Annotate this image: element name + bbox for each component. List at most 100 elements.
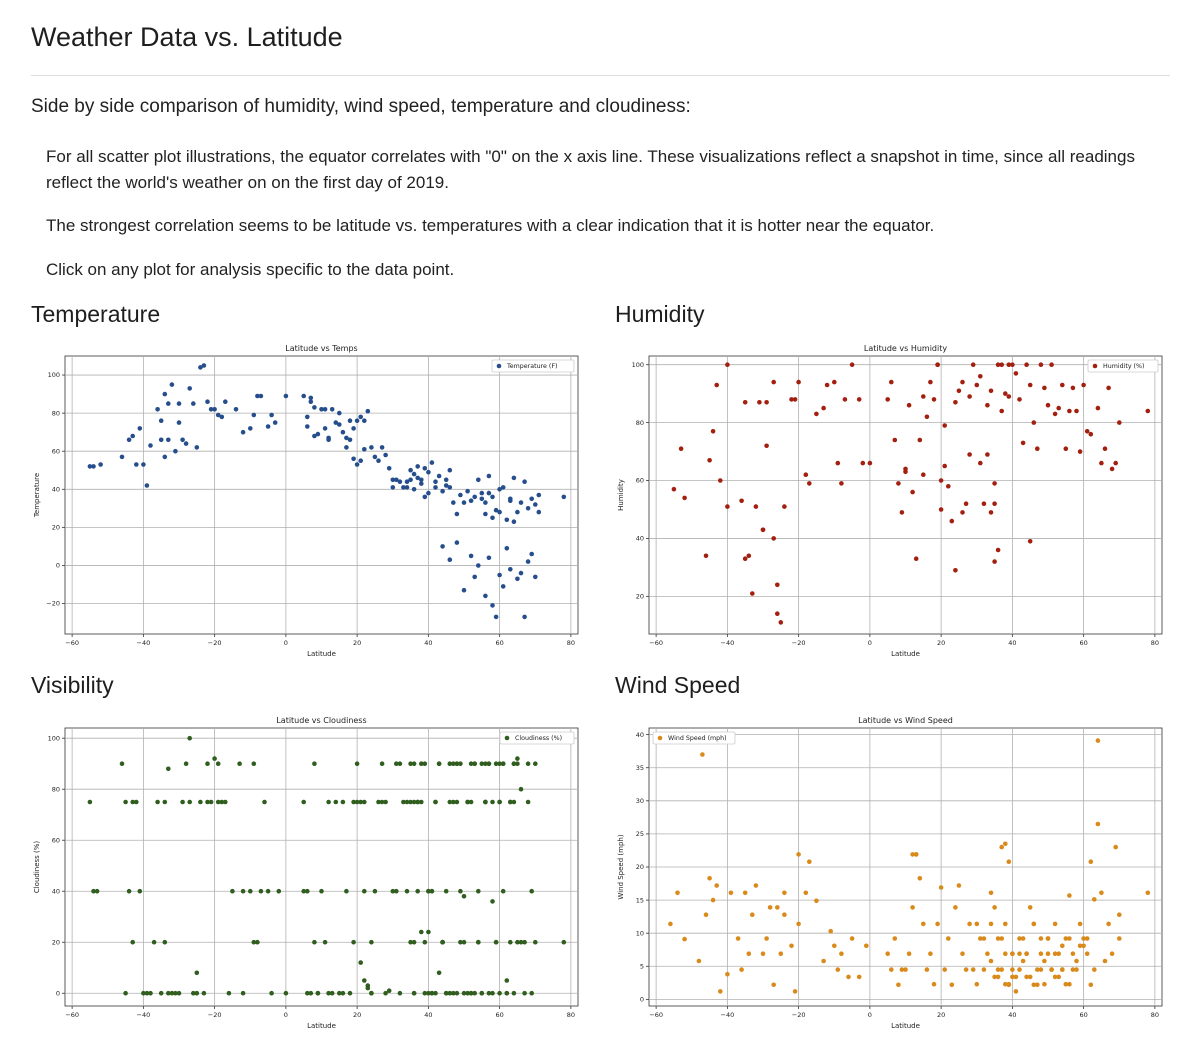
- intro-text: Side by side comparison of humidity, win…: [31, 96, 691, 117]
- data-point: [938, 507, 944, 512]
- data-point: [960, 379, 965, 385]
- temperature-scatter-plot[interactable]: Latitude vs Temps −60 −40 −20 0 20 40 60 80 −20 0 2…: [30, 340, 586, 662]
- legend-box: [499, 731, 575, 745]
- data-point: [1056, 405, 1061, 411]
- data-point: [248, 888, 253, 894]
- data-point: [404, 479, 410, 484]
- data-point: [319, 888, 324, 894]
- x-tick-label: 20: [937, 1011, 945, 1019]
- data-point: [956, 388, 962, 394]
- data-point: [967, 921, 972, 927]
- data-point: [1095, 738, 1101, 743]
- data-point: [835, 460, 841, 466]
- data-point: [999, 967, 1004, 972]
- wind-speed-scatter-plot[interactable]: Latitude vs Wind Speed −60 −40 −20 0 20 40 60 80…: [614, 712, 1170, 1034]
- cloudiness-scatter-plot[interactable]: Latitude vs Cloudiness −60 −40 −20 0 20 40 60 80…: [30, 712, 586, 1034]
- data-point: [454, 799, 460, 805]
- x-tick-label: 40: [1008, 639, 1016, 647]
- y-tick-label: 60: [52, 447, 60, 455]
- data-point: [864, 943, 869, 949]
- data-point: [386, 988, 392, 993]
- data-point: [999, 362, 1004, 367]
- data-point: [219, 799, 225, 805]
- data-point: [422, 466, 428, 471]
- data-point: [205, 399, 210, 404]
- x-tick-label: 80: [567, 639, 575, 647]
- data-point: [461, 990, 467, 996]
- data-point: [173, 448, 178, 454]
- data-point: [1006, 394, 1012, 399]
- data-point: [454, 511, 460, 517]
- data-point: [921, 921, 926, 927]
- data-point: [725, 362, 730, 367]
- data-point: [212, 756, 217, 761]
- data-point: [750, 912, 755, 917]
- data-point: [91, 888, 96, 894]
- data-point: [885, 951, 890, 956]
- data-point: [458, 492, 463, 498]
- data-point: [1045, 402, 1051, 408]
- data-point: [942, 463, 947, 469]
- legend: Temperature (F): [491, 359, 575, 373]
- y-tick-label: 100: [632, 361, 644, 369]
- data-point: [333, 799, 339, 805]
- data-point: [433, 799, 438, 805]
- data-point: [483, 593, 488, 599]
- data-point: [255, 393, 260, 399]
- data-point: [394, 761, 399, 766]
- data-point: [978, 374, 983, 379]
- data-point: [1067, 981, 1072, 987]
- data-point: [803, 472, 809, 477]
- legend: Humidity (%): [1087, 359, 1159, 373]
- data-point: [130, 939, 135, 945]
- data-point: [1109, 951, 1115, 956]
- data-point: [1056, 974, 1061, 980]
- data-point: [921, 394, 926, 399]
- x-tick-label: −20: [208, 1011, 222, 1019]
- data-point: [992, 481, 997, 486]
- humidity-scatter-plot[interactable]: Latitude vs Humidity −60 −40 −20 0 20 40 60 80 20…: [614, 340, 1170, 662]
- y-axis-label: Temperature: [33, 473, 41, 518]
- data-point: [198, 799, 203, 805]
- data-point: [468, 498, 474, 503]
- data-point: [1113, 844, 1118, 850]
- data-point: [486, 761, 492, 766]
- data-point: [981, 501, 987, 506]
- data-point: [486, 990, 492, 996]
- data-point: [119, 454, 125, 460]
- x-axis-label: Latitude: [307, 1022, 336, 1030]
- data-point: [451, 761, 456, 766]
- data-point: [333, 420, 339, 425]
- data-point: [472, 574, 478, 580]
- y-tick-label: 80: [52, 785, 60, 793]
- data-point: [443, 483, 449, 488]
- data-point: [411, 487, 417, 492]
- data-point: [415, 464, 421, 469]
- data-point: [176, 401, 182, 406]
- data-point: [308, 990, 314, 996]
- data-point: [458, 761, 463, 766]
- data-point: [771, 536, 776, 541]
- data-point: [169, 990, 175, 996]
- x-tick-label: −60: [65, 639, 79, 647]
- data-point: [536, 509, 542, 515]
- data-point: [155, 799, 160, 805]
- data-point: [1017, 397, 1022, 402]
- data-point: [312, 433, 317, 439]
- y-tick-label: 100: [48, 734, 60, 742]
- data-point: [835, 967, 841, 972]
- data-point: [419, 477, 424, 483]
- data-point: [728, 890, 734, 896]
- data-point: [1035, 967, 1040, 972]
- data-point: [500, 888, 506, 894]
- section-heading-visibility: Visibility: [31, 672, 114, 698]
- data-point: [479, 496, 485, 502]
- data-point: [1095, 405, 1101, 411]
- y-axis-label: Wind Speed (mph): [617, 834, 625, 899]
- y-tick-label: 5: [640, 962, 644, 970]
- data-point: [682, 936, 687, 942]
- data-point: [468, 990, 474, 996]
- data-point: [508, 939, 513, 945]
- data-point: [354, 799, 360, 805]
- data-point: [208, 799, 214, 805]
